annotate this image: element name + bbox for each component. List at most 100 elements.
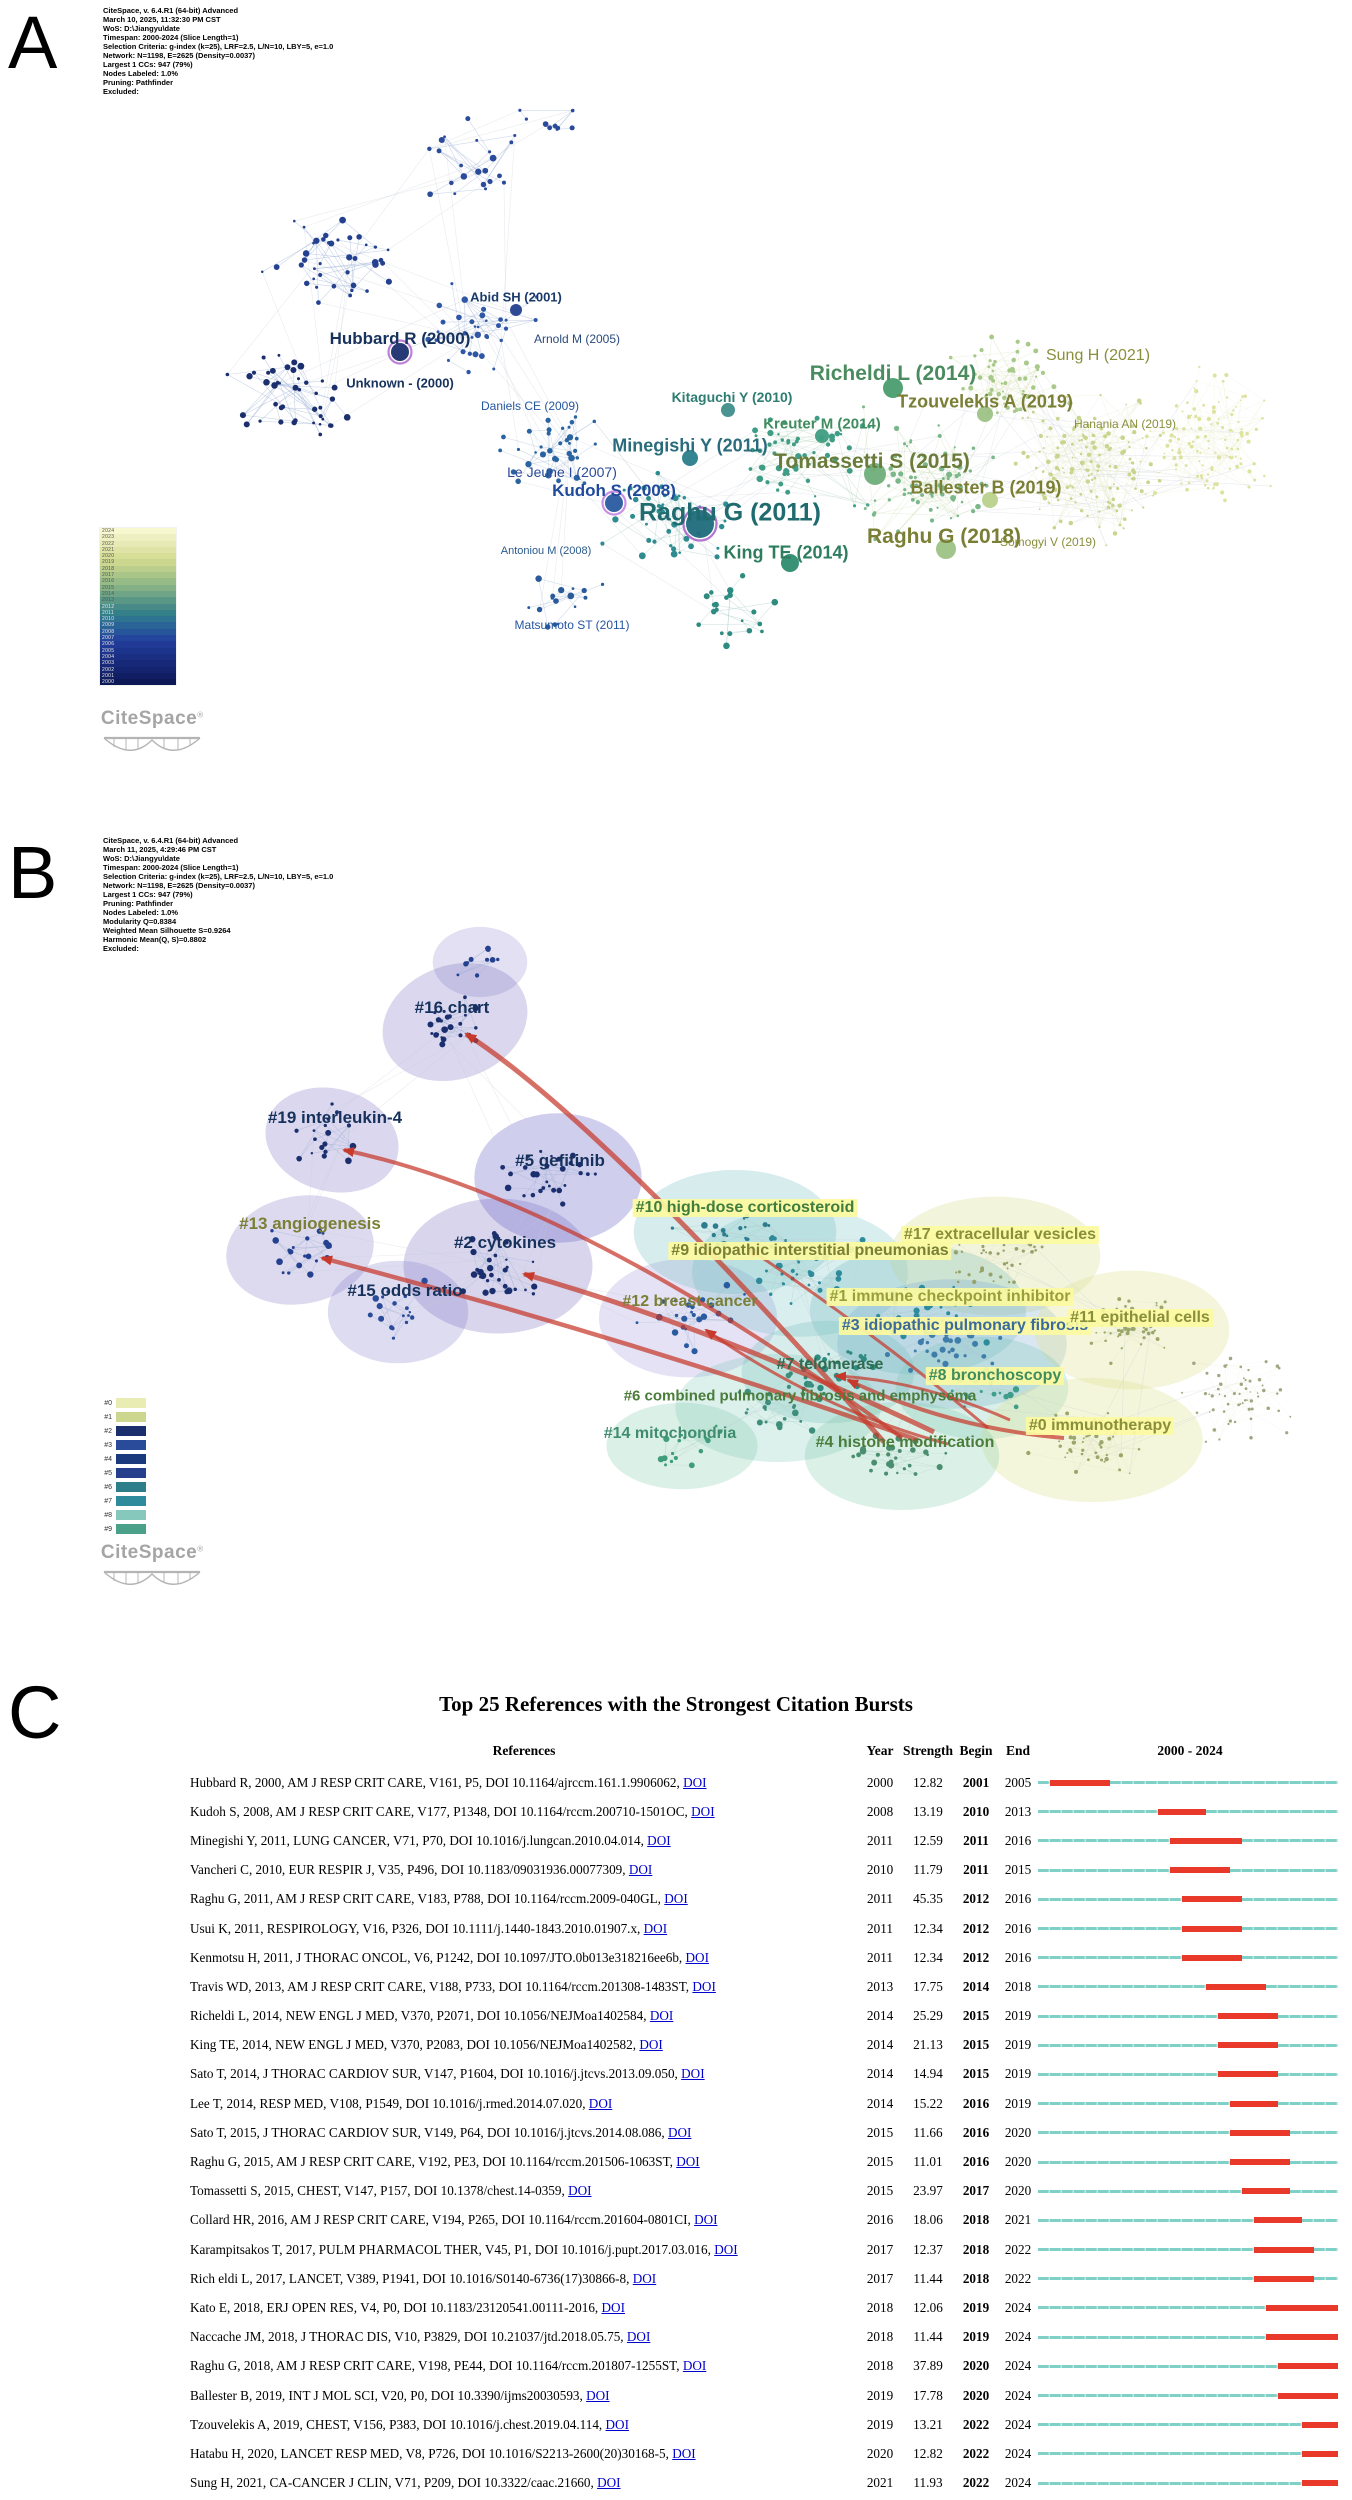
legend-item: #0 (100, 1396, 146, 1410)
table-row: Travis WD, 2013, AM J RESP CRIT CARE, V1… (190, 1972, 1342, 2001)
year-cell: 2015 (866, 2183, 894, 2199)
registered-mark: ® (197, 1544, 204, 1554)
legend-year-row: 2023 (100, 534, 176, 541)
parameter-line: Selection Criteria: g-index (k=25), LRF=… (103, 42, 334, 51)
reference-citation: Tomassetti S, 2015, CHEST, V147, P157, D… (190, 2183, 592, 2199)
doi-link[interactable]: DOI (682, 2358, 707, 2374)
year-cell: 2014 (866, 2037, 894, 2053)
legend-year-row: 2012 (100, 603, 176, 610)
table-row: Sung H, 2021, CA-CANCER J CLIN, V71, P20… (190, 2469, 1342, 2498)
legend-item-label: #1 (104, 1413, 112, 1421)
legend-item-label: #2 (104, 1427, 112, 1435)
citation-burst-table: References Year Strength Begin End 2000 … (190, 1742, 1342, 2498)
burst-timeline (1038, 2304, 1338, 2312)
legend-year-row: 2008 (100, 628, 176, 636)
strength-cell: 37.89 (913, 2358, 943, 2374)
legend-item-label: #5 (104, 1469, 112, 1477)
doi-link[interactable]: DOI (601, 2299, 625, 2315)
cluster-edges (1015, 394, 1161, 546)
reference-citation: Lee T, 2014, RESP MED, V108, P1549, DOI … (190, 2095, 613, 2111)
cluster-nodes (427, 116, 517, 198)
doi-link[interactable]: DOI (676, 2154, 700, 2170)
end-cell: 2019 (1004, 2066, 1032, 2082)
year-cell: 2015 (866, 2124, 894, 2140)
begin-cell: 2014 (962, 1978, 990, 1994)
parameter-line: CiteSpace, v. 6.4.R1 (64-bit) Advanced (103, 836, 239, 845)
doi-link[interactable]: DOI (667, 2124, 692, 2140)
begin-cell: 2016 (962, 2154, 990, 2170)
parameter-line: Selection Criteria: g-index (k=25), LRF=… (103, 872, 334, 881)
doi-link[interactable]: DOI (586, 2387, 610, 2403)
parameter-line: Excluded: (103, 944, 139, 953)
doi-link[interactable]: DOI (694, 2212, 718, 2228)
doi-link[interactable]: DOI (647, 1832, 671, 1848)
table-row: Kenmotsu H, 2011, J THORAC ONCOL, V6, P1… (190, 1943, 1342, 1972)
table-row: Vancheri C, 2010, EUR RESPIR J, V35, P49… (190, 1856, 1342, 1885)
parameter-line: WoS: D:\Jiangyu\date (103, 854, 180, 863)
parameter-line: Modularity Q=0.8384 (103, 917, 177, 926)
strength-cell: 18.06 (913, 2212, 943, 2228)
strength-cell: 12.37 (913, 2241, 943, 2257)
begin-cell: 2018 (962, 2270, 990, 2286)
legend-year-row: 2010 (100, 616, 176, 623)
doi-link[interactable]: DOI (632, 2270, 657, 2286)
doi-link[interactable]: DOI (643, 1920, 668, 1936)
burst-timeline (1038, 2100, 1338, 2108)
burst-table-body: Hubbard R, 2000, AM J RESP CRIT CARE, V1… (190, 1768, 1342, 2498)
strength-cell: 21.13 (913, 2037, 943, 2053)
legend-item: #9 (100, 1522, 146, 1536)
burst-bar (1050, 1779, 1110, 1786)
begin-cell: 2015 (962, 2037, 990, 2053)
legend-year-row: 2017 (100, 572, 176, 579)
reference-citation: Kenmotsu H, 2011, J THORAC ONCOL, V6, P1… (190, 1949, 709, 1965)
doi-link[interactable]: DOI (691, 1803, 715, 1819)
doi-link[interactable]: DOI (649, 2008, 674, 2024)
doi-link[interactable]: DOI (588, 2095, 613, 2111)
burst-table-title: Top 25 References with the Strongest Cit… (439, 1692, 913, 1716)
legend-year-row: 2007 (100, 635, 176, 642)
burst-bar (1218, 2071, 1278, 2078)
strength-cell: 45.35 (913, 1891, 943, 1907)
doi-link[interactable]: DOI (626, 2329, 651, 2345)
burst-bar (1170, 1867, 1230, 1874)
begin-cell: 2019 (962, 2299, 990, 2315)
doi-link[interactable]: DOI (714, 2241, 738, 2257)
cluster-nodes (498, 415, 597, 486)
legend-year-row: 2005 (100, 647, 176, 654)
burst-timeline (1038, 2246, 1338, 2254)
cluster-nodes (456, 945, 500, 978)
doi-link[interactable]: DOI (664, 1891, 688, 1907)
burst-bar (1218, 2042, 1278, 2049)
hub-nodes (387, 304, 998, 572)
doi-link[interactable]: DOI (568, 2183, 592, 2199)
legend-item-label: #7 (104, 1497, 112, 1505)
doi-link[interactable]: DOI (681, 2066, 705, 2082)
reference-citation: Kato E, 2018, ERJ OPEN RES, V4, P0, DOI … (190, 2299, 625, 2315)
doi-link[interactable]: DOI (685, 1949, 709, 1965)
reference-citation: Collard HR, 2016, AM J RESP CRIT CARE, V… (190, 2212, 718, 2228)
burst-timeline (1038, 1808, 1338, 1816)
strength-cell: 12.82 (913, 1774, 943, 1790)
table-row: Sato T, 2014, J THORAC CARDIOV SUR, V147… (190, 2060, 1342, 2089)
parameter-line: Weighted Mean Silhouette S=0.9264 (103, 926, 231, 935)
reference-citation: Travis WD, 2013, AM J RESP CRIT CARE, V1… (190, 1978, 716, 1994)
doi-link[interactable]: DOI (597, 2475, 621, 2491)
doi-link[interactable]: DOI (628, 1862, 653, 1878)
table-row: Naccache JM, 2018, J THORAC DIS, V10, P3… (190, 2323, 1342, 2352)
year-cell: 2014 (866, 2095, 894, 2111)
doi-link[interactable]: DOI (683, 1774, 707, 1790)
burst-timeline (1038, 1954, 1338, 1962)
doi-link[interactable]: DOI (605, 2416, 629, 2432)
reference-citation: Tzouvelekis A, 2019, CHEST, V156, P383, … (190, 2416, 629, 2432)
doi-link[interactable]: DOI (672, 2445, 696, 2461)
year-cell: 2019 (866, 2416, 894, 2432)
legend-item-label: #0 (104, 1399, 112, 1407)
begin-cell: 2012 (962, 1891, 990, 1907)
end-cell: 2024 (1004, 2387, 1032, 2403)
begin-cell: 2018 (962, 2212, 990, 2228)
cluster-nodes (518, 108, 575, 131)
legend-year-row: 2016 (100, 578, 176, 585)
doi-link[interactable]: DOI (639, 2037, 663, 2053)
doi-link[interactable]: DOI (692, 1978, 716, 1994)
legend-color-swatch (116, 1398, 146, 1408)
